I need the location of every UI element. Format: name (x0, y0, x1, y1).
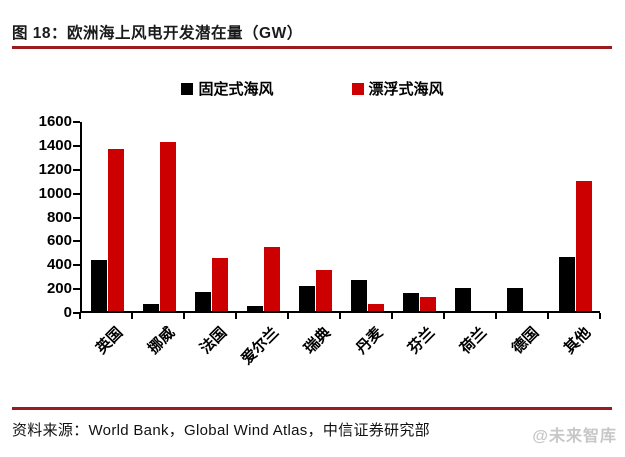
bar-fixed-挪威 (143, 304, 159, 311)
x-axis-tick-mark (235, 313, 237, 319)
x-axis-tick-mark (79, 313, 81, 319)
bar-fixed-荷兰 (455, 287, 471, 311)
y-axis-tick-label: 1200 (38, 160, 72, 178)
legend-label: 漂浮式海风 (368, 81, 444, 98)
bar-fixed-英国 (91, 259, 107, 311)
x-axis-category-label: 丹麦 (352, 324, 387, 358)
x-axis-tick-mark (339, 313, 341, 319)
bar-fixed-丹麦 (351, 279, 367, 311)
y-axis-tick-mark (73, 121, 80, 123)
y-axis-tick-mark (73, 240, 80, 243)
y-axis-tick-label: 0 (63, 304, 72, 321)
x-axis-category-label: 瑞典 (300, 324, 335, 358)
x-axis-category-label: 挪威 (144, 324, 179, 358)
bar-chart: 0 200 400 600 800 1000 1200 1400 1600 英国 挪威 法国 爱尔兰 瑞典… (38, 113, 601, 368)
source-note: 资料来源：World Bank，Global Wind Atlas，中信证券研究… (12, 422, 430, 439)
bar-fixed-其他 (559, 257, 575, 311)
y-axis-tick-label: 1000 (38, 184, 72, 202)
bar-fixed-法国 (195, 291, 211, 311)
bar-floating-瑞典 (316, 270, 332, 311)
plot-area (80, 122, 600, 313)
figure-title: 图 18：欧洲海上风电开发潜在量（GW） (12, 25, 303, 42)
x-axis-category-label: 芬兰 (404, 324, 439, 358)
watermark-text: @未来智库 (532, 428, 617, 445)
bar-floating-芬兰 (420, 297, 436, 311)
x-axis-tick-mark (599, 313, 601, 319)
y-axis-tick-label: 400 (46, 256, 72, 274)
legend-item-0: 固定式海风 (181, 78, 274, 99)
x-axis-category-label: 荷兰 (456, 324, 491, 358)
legend-label: 固定式海风 (198, 81, 274, 98)
y-axis-tick-label: 600 (46, 232, 72, 250)
y-axis-tick-mark (73, 312, 80, 314)
x-axis-tick-mark (183, 313, 185, 319)
y-axis-tick-mark (73, 192, 80, 195)
bar-floating-爱尔兰 (264, 246, 280, 311)
x-axis-tick-mark (391, 313, 393, 319)
x-axis-tick-mark (443, 313, 445, 319)
x-axis-category-label: 其他 (560, 324, 595, 358)
x-axis-category-label: 法国 (196, 324, 231, 358)
legend-swatch-icon (351, 82, 364, 95)
bar-floating-法国 (212, 258, 228, 311)
y-axis-tick-mark (73, 264, 80, 267)
x-axis-tick-mark (547, 313, 549, 319)
bar-floating-挪威 (160, 141, 176, 311)
y-axis-tick-mark (73, 144, 80, 147)
bar-fixed-芬兰 (403, 292, 419, 311)
legend-item-1: 漂浮式海风 (351, 78, 444, 99)
bar-floating-其他 (576, 180, 592, 311)
y-axis-tick-label: 1400 (38, 136, 72, 154)
bar-floating-英国 (108, 148, 124, 311)
x-axis-tick-mark (495, 313, 497, 319)
title-underline-rule (12, 46, 612, 49)
y-axis-tick-label: 1600 (38, 113, 72, 130)
y-axis-tick-mark (73, 168, 80, 171)
y-axis-tick-label: 200 (46, 280, 72, 298)
y-axis-tick-mark (73, 288, 80, 291)
x-axis-tick-mark (131, 313, 133, 319)
x-axis-category-label: 英国 (92, 324, 127, 358)
bar-fixed-德国 (507, 288, 523, 311)
x-axis-tick-mark (287, 313, 289, 319)
y-axis-tick-label: 800 (46, 208, 72, 226)
x-axis-category-label: 爱尔兰 (238, 324, 283, 368)
y-axis-tick-mark (73, 216, 80, 219)
bar-fixed-爱尔兰 (247, 306, 263, 311)
bar-fixed-瑞典 (299, 285, 315, 311)
bar-floating-丹麦 (368, 303, 384, 311)
x-axis-category-label: 德国 (508, 324, 543, 358)
chart-legend: 固定式海风 漂浮式海风 (0, 78, 625, 99)
footer-rule (12, 407, 612, 410)
legend-swatch-icon (181, 82, 194, 95)
